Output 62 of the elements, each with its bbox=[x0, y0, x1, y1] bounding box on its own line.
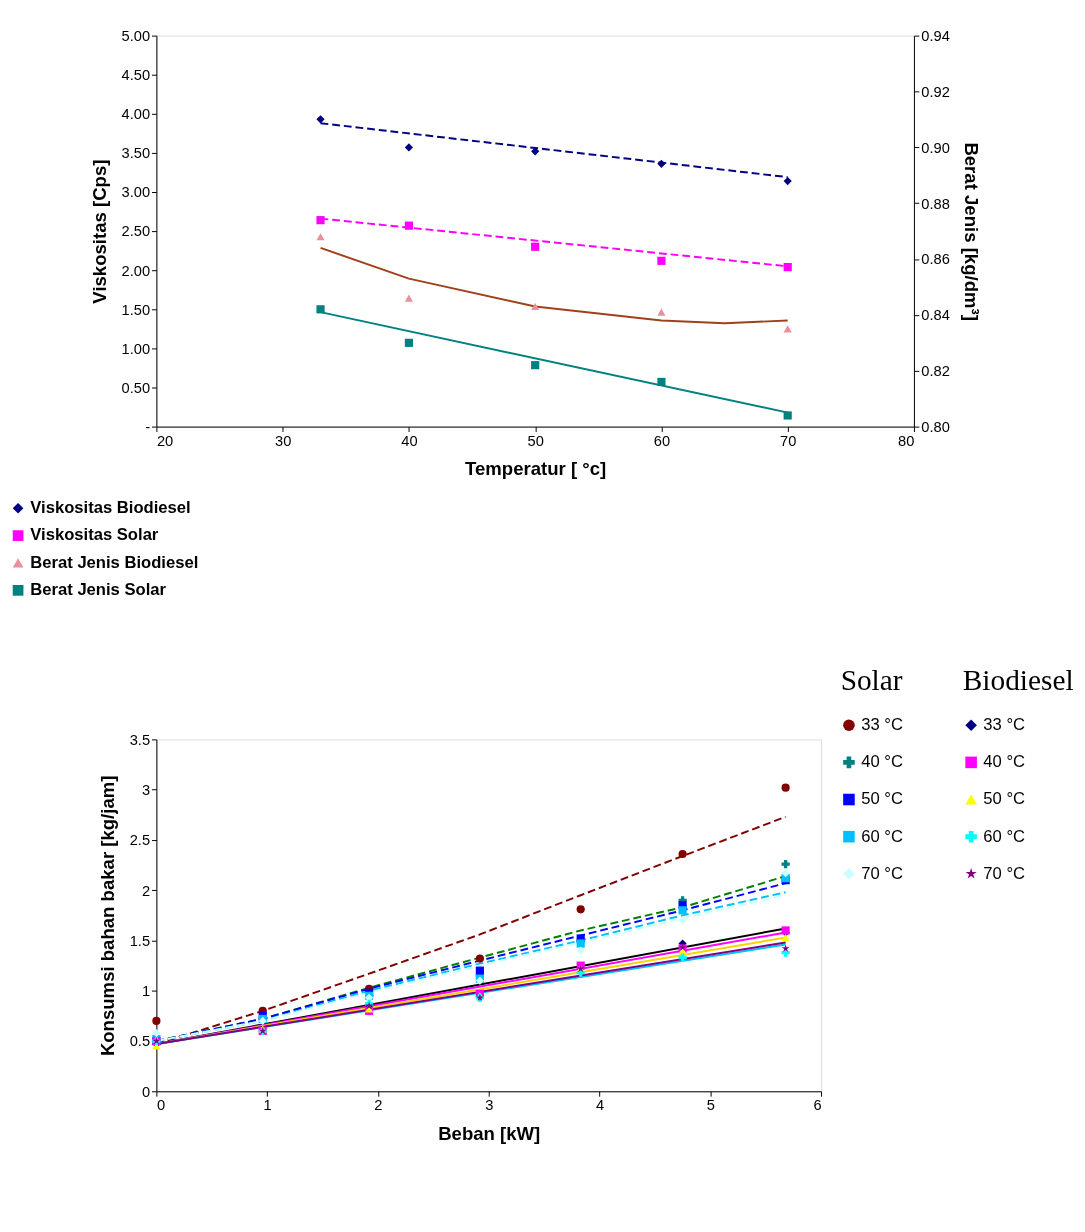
y-tick-label: 1.00 bbox=[121, 340, 151, 357]
y2-tick-label: 0.88 bbox=[921, 195, 950, 212]
y-tick-label: 4.00 bbox=[121, 106, 151, 123]
y-tick-label: 1 bbox=[141, 983, 151, 1000]
y-tick-label: 0 bbox=[141, 1083, 151, 1100]
y2-tick-label: 0.86 bbox=[921, 251, 950, 268]
y2-tick-label: 0.80 bbox=[921, 418, 950, 435]
y-tick-label: 3 bbox=[141, 782, 151, 799]
y-tick-label: - bbox=[145, 418, 151, 435]
x-axis-title: Temperatur [ °c] bbox=[465, 458, 607, 479]
x-tick-label: 2 bbox=[374, 1097, 383, 1114]
text: Biodiesel bbox=[962, 663, 1074, 696]
legend-label: 60 °C bbox=[983, 826, 1026, 846]
y2-tick-label: 0.82 bbox=[921, 363, 950, 380]
y-tick-label: 1.50 bbox=[121, 301, 151, 318]
y-tick-label: 3.50 bbox=[121, 145, 151, 162]
x-axis-title: Beban [kW] bbox=[438, 1122, 541, 1144]
x-tick-label: 50 bbox=[527, 432, 544, 449]
legend-label: Berat Jenis Solar bbox=[30, 580, 167, 600]
y2-tick-label: 0.94 bbox=[921, 28, 950, 44]
x-tick-label: 3 bbox=[485, 1097, 494, 1114]
x-tick-label: 4 bbox=[595, 1097, 605, 1114]
legend-label: 50 °C bbox=[983, 789, 1026, 809]
legend-label: 40 °C bbox=[983, 752, 1026, 772]
y-tick-label: 2.5 bbox=[129, 832, 151, 849]
x-tick-label: 40 bbox=[401, 432, 418, 449]
y-tick-label: 2 bbox=[141, 882, 151, 899]
y-tick-label: 0.5 bbox=[129, 1033, 151, 1050]
legend-label: 33 °C bbox=[983, 715, 1026, 735]
y-tick-label: 5.00 bbox=[121, 28, 151, 44]
x-tick-label: 5 bbox=[706, 1097, 715, 1114]
legend-label: Viskositas Solar bbox=[30, 525, 159, 545]
y-tick-label: 2.50 bbox=[121, 223, 151, 240]
legend-label: 40 °C bbox=[861, 752, 903, 772]
y2-tick-label: 0.92 bbox=[921, 83, 950, 100]
legend-label: Viskositas Biodiesel bbox=[30, 498, 191, 518]
x-tick-label: 70 bbox=[780, 432, 797, 449]
y2-tick-label: 0.90 bbox=[921, 139, 950, 156]
y-tick-label: 3.5 bbox=[129, 731, 151, 748]
x-tick-label: 6 bbox=[813, 1097, 822, 1114]
y2-tick-label: 0.84 bbox=[921, 307, 950, 324]
y-tick-label: 0.50 bbox=[121, 379, 151, 396]
x-tick-label: 60 bbox=[653, 432, 671, 449]
x-tick-label: 0 bbox=[156, 1097, 166, 1114]
legend-label: 50 °C bbox=[861, 789, 903, 809]
x-tick-label: 1 bbox=[263, 1097, 272, 1114]
y2-axis-title: Berat Jenis [kg/dm³] bbox=[961, 142, 983, 321]
y-tick-label: 1.5 bbox=[129, 932, 151, 949]
y-axis-title: Konsumsi bahan bakar [kg/jam] bbox=[97, 775, 119, 1057]
y-tick-label: 3.00 bbox=[121, 184, 151, 201]
y-tick-label: 4.50 bbox=[121, 67, 151, 84]
legend-label: Berat Jenis Biodiesel bbox=[30, 552, 199, 572]
legend-label: 70 °C bbox=[861, 863, 903, 883]
x-tick-label: 30 bbox=[274, 432, 292, 449]
y-tick-label: 2.00 bbox=[121, 262, 151, 279]
x-tick-label: 80 bbox=[898, 432, 915, 449]
x-tick-label: 20 bbox=[156, 432, 174, 449]
legend-label: 60 °C bbox=[861, 826, 903, 846]
text: Solar bbox=[840, 663, 903, 696]
y-axis-title: Viskositas [Cps] bbox=[88, 159, 110, 304]
legend-label: 33 °C bbox=[861, 715, 903, 735]
legend-label: 70 °C bbox=[983, 863, 1026, 883]
